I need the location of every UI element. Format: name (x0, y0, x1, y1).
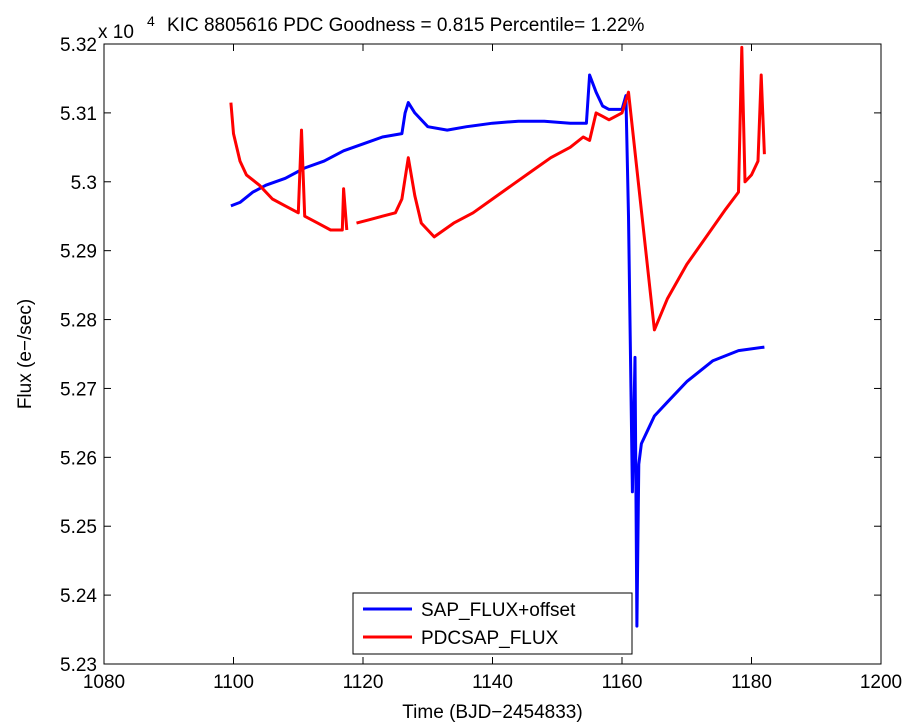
y-axis-title: Flux (e−/sec) (15, 299, 36, 409)
legend: SAP_FLUX+offset PDCSAP_FLUX (352, 592, 633, 655)
plot-area: 1080 1100 1120 1140 1160 1180 1200 5.23 5.24 5.25… (60, 35, 902, 693)
y-tick-label: 5.28 (60, 311, 97, 332)
y-tick-label: 5.26 (60, 448, 97, 469)
y-tick-label: 5.31 (60, 104, 97, 125)
x-tick-label: 1080 (83, 672, 125, 693)
y-tick-label: 5.32 (60, 35, 97, 56)
legend-label-pdcsap: PDCSAP_FLUX (421, 628, 559, 649)
y-tick-label: 5.25 (60, 517, 97, 538)
x-axis-title: Time (BJD−2454833) (402, 702, 582, 723)
x-tick-label: 1180 (731, 672, 772, 693)
x-tick-label: 1140 (472, 672, 513, 693)
y-tick-label: 5.27 (60, 379, 97, 400)
series-layer (229, 45, 766, 628)
legend-label-sap: SAP_FLUX+offset (421, 600, 576, 621)
x-tick-label: 1120 (343, 672, 384, 693)
y-exponent-label: x 10 (98, 22, 134, 43)
x-tick-label: 1100 (213, 672, 254, 693)
series-line-pdcsap-flux (229, 45, 766, 332)
x-tick-label: 1160 (602, 672, 643, 693)
y-tick-label: 5.24 (60, 586, 97, 607)
y-tick-label: 5.29 (60, 242, 97, 263)
series-line-sap-flux (230, 73, 765, 628)
y-tick-label: 5.23 (60, 655, 97, 676)
chart-title: KIC 8805616 PDC Goodness = 0.815 Percent… (167, 15, 645, 36)
plot-frame (103, 43, 882, 665)
x-tick-label: 1200 (860, 672, 902, 693)
y-exponent-power: 4 (147, 13, 155, 29)
legend-box (352, 592, 633, 655)
ticks-layer: 1080 1100 1120 1140 1160 1180 1200 5.23 5.24 5.25… (60, 35, 902, 693)
y-tick-label: 5.3 (71, 173, 97, 194)
